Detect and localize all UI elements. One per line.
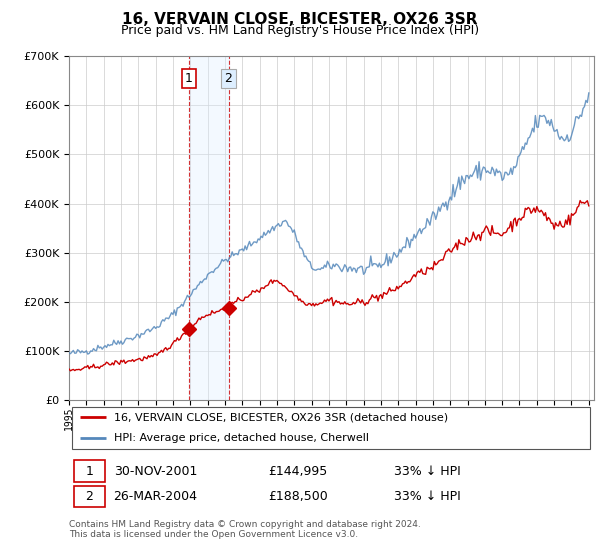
- Text: Price paid vs. HM Land Registry's House Price Index (HPI): Price paid vs. HM Land Registry's House …: [121, 24, 479, 36]
- Text: 1: 1: [185, 72, 193, 85]
- Text: Contains HM Land Registry data © Crown copyright and database right 2024.
This d: Contains HM Land Registry data © Crown c…: [69, 520, 421, 539]
- Text: 16, VERVAIN CLOSE, BICESTER, OX26 3SR (detached house): 16, VERVAIN CLOSE, BICESTER, OX26 3SR (d…: [113, 412, 448, 422]
- Text: 26-MAR-2004: 26-MAR-2004: [113, 490, 197, 503]
- Text: £144,995: £144,995: [269, 465, 328, 478]
- Text: 2: 2: [224, 72, 232, 85]
- Text: 30-NOV-2001: 30-NOV-2001: [113, 465, 197, 478]
- Bar: [189, 56, 229, 400]
- Text: 33% ↓ HPI: 33% ↓ HPI: [395, 490, 461, 503]
- Text: HPI: Average price, detached house, Cherwell: HPI: Average price, detached house, Cher…: [113, 433, 368, 444]
- Text: 2: 2: [86, 490, 94, 503]
- FancyBboxPatch shape: [71, 407, 590, 449]
- Text: 16, VERVAIN CLOSE, BICESTER, OX26 3SR: 16, VERVAIN CLOSE, BICESTER, OX26 3SR: [122, 12, 478, 27]
- FancyBboxPatch shape: [74, 486, 105, 507]
- FancyBboxPatch shape: [74, 460, 105, 482]
- Text: 1: 1: [86, 465, 94, 478]
- Text: 33% ↓ HPI: 33% ↓ HPI: [395, 465, 461, 478]
- Text: £188,500: £188,500: [269, 490, 328, 503]
